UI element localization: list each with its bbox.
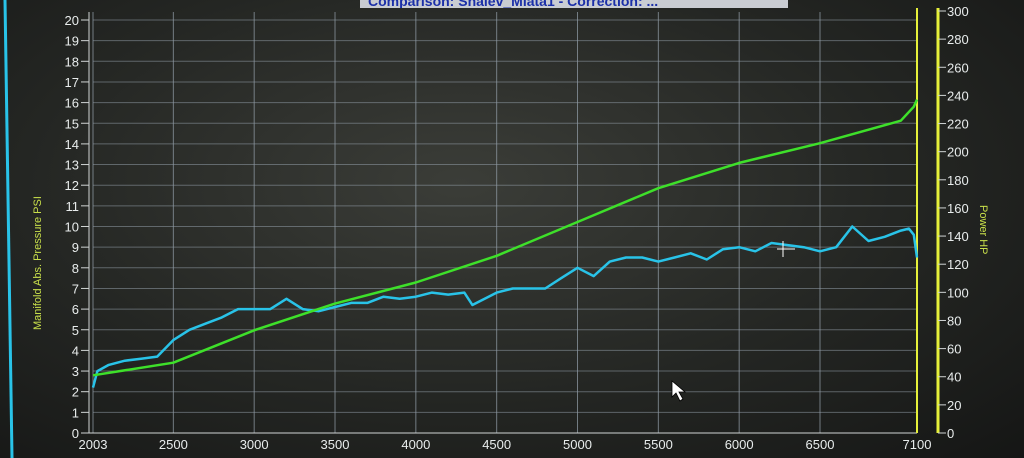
y-left-title: Manifold Abs. Pressure PSI <box>32 196 44 330</box>
y-left-tick-label: 13 <box>65 158 79 173</box>
y-left-tick-label: 10 <box>65 220 79 235</box>
y-left-tick-label: 8 <box>72 261 79 276</box>
y-left-tick-label: 4 <box>72 343 79 358</box>
y-left-tick-label: 2 <box>72 385 79 400</box>
y-left-tick-label: 11 <box>66 199 80 214</box>
y-right-tick-label: 120 <box>947 257 969 272</box>
x-tick-label: 7100 <box>903 437 932 452</box>
y-left-tick-label: 20 <box>65 13 79 28</box>
x-tick-label: 4000 <box>401 437 430 452</box>
y-right-tick-label: 220 <box>947 117 969 132</box>
y-right-tick-label: 260 <box>947 60 969 75</box>
mouse-pointer-icon <box>671 380 687 402</box>
x-tick-label: 3000 <box>240 437 269 452</box>
y-right-tick-label: 240 <box>947 88 969 103</box>
x-tick-label: 2500 <box>159 437 188 452</box>
y-right-tick-label: 140 <box>947 229 969 244</box>
y-right-tick-label: 60 <box>947 342 961 357</box>
y-left-tick-label: 0 <box>72 426 79 441</box>
y-left-tick-label: 1 <box>72 405 79 420</box>
y-right-tick-label: 80 <box>947 313 961 328</box>
crosshair-icon <box>777 241 795 257</box>
x-tick-label: 6500 <box>806 437 835 452</box>
y-right-tick-label: 200 <box>947 145 969 160</box>
x-tick-label: 5000 <box>563 437 592 452</box>
x-tick-label: 6000 <box>725 437 754 452</box>
y-left-tick-label: 12 <box>65 178 79 193</box>
y-left-tick-label: 16 <box>65 96 79 111</box>
y-left-tick-label: 18 <box>65 54 79 69</box>
y-left-tick-label: 19 <box>65 34 79 49</box>
y-left-tick-label: 15 <box>65 116 79 131</box>
y-left-tick-label: 7 <box>72 281 79 296</box>
y-right-tick-label: 40 <box>947 370 961 385</box>
y-right-tick-label: 100 <box>947 285 969 300</box>
x-tick-label: 4500 <box>482 437 511 452</box>
y-right-title: Power HP <box>977 205 989 255</box>
y-left-tick-label: 9 <box>72 240 79 255</box>
y-right-tick-label: 180 <box>947 173 969 188</box>
left-edge-bar <box>3 0 14 458</box>
comparison-title: Comparison: Shalev_Miata1 - Correction: … <box>360 0 788 8</box>
x-tick-label: 2003 <box>79 437 108 452</box>
y-right-tick-label: 0 <box>947 426 954 441</box>
y-right-tick-label: 20 <box>947 398 961 413</box>
y-right-tick-label: 300 <box>947 4 969 19</box>
x-tick-label: 5500 <box>644 437 673 452</box>
y-left-tick-label: 3 <box>72 364 79 379</box>
y-left-tick-label: 6 <box>72 302 79 317</box>
y-left-tick-label: 5 <box>72 323 79 338</box>
x-tick-label: 3500 <box>321 437 350 452</box>
y-left-tick-label: 17 <box>65 75 79 90</box>
power-line <box>92 99 919 377</box>
y-left-tick-label: 14 <box>65 137 79 152</box>
y-right-tick-label: 280 <box>947 32 969 47</box>
map-pressure-line <box>91 225 919 388</box>
y-right-tick-label: 160 <box>947 201 969 216</box>
